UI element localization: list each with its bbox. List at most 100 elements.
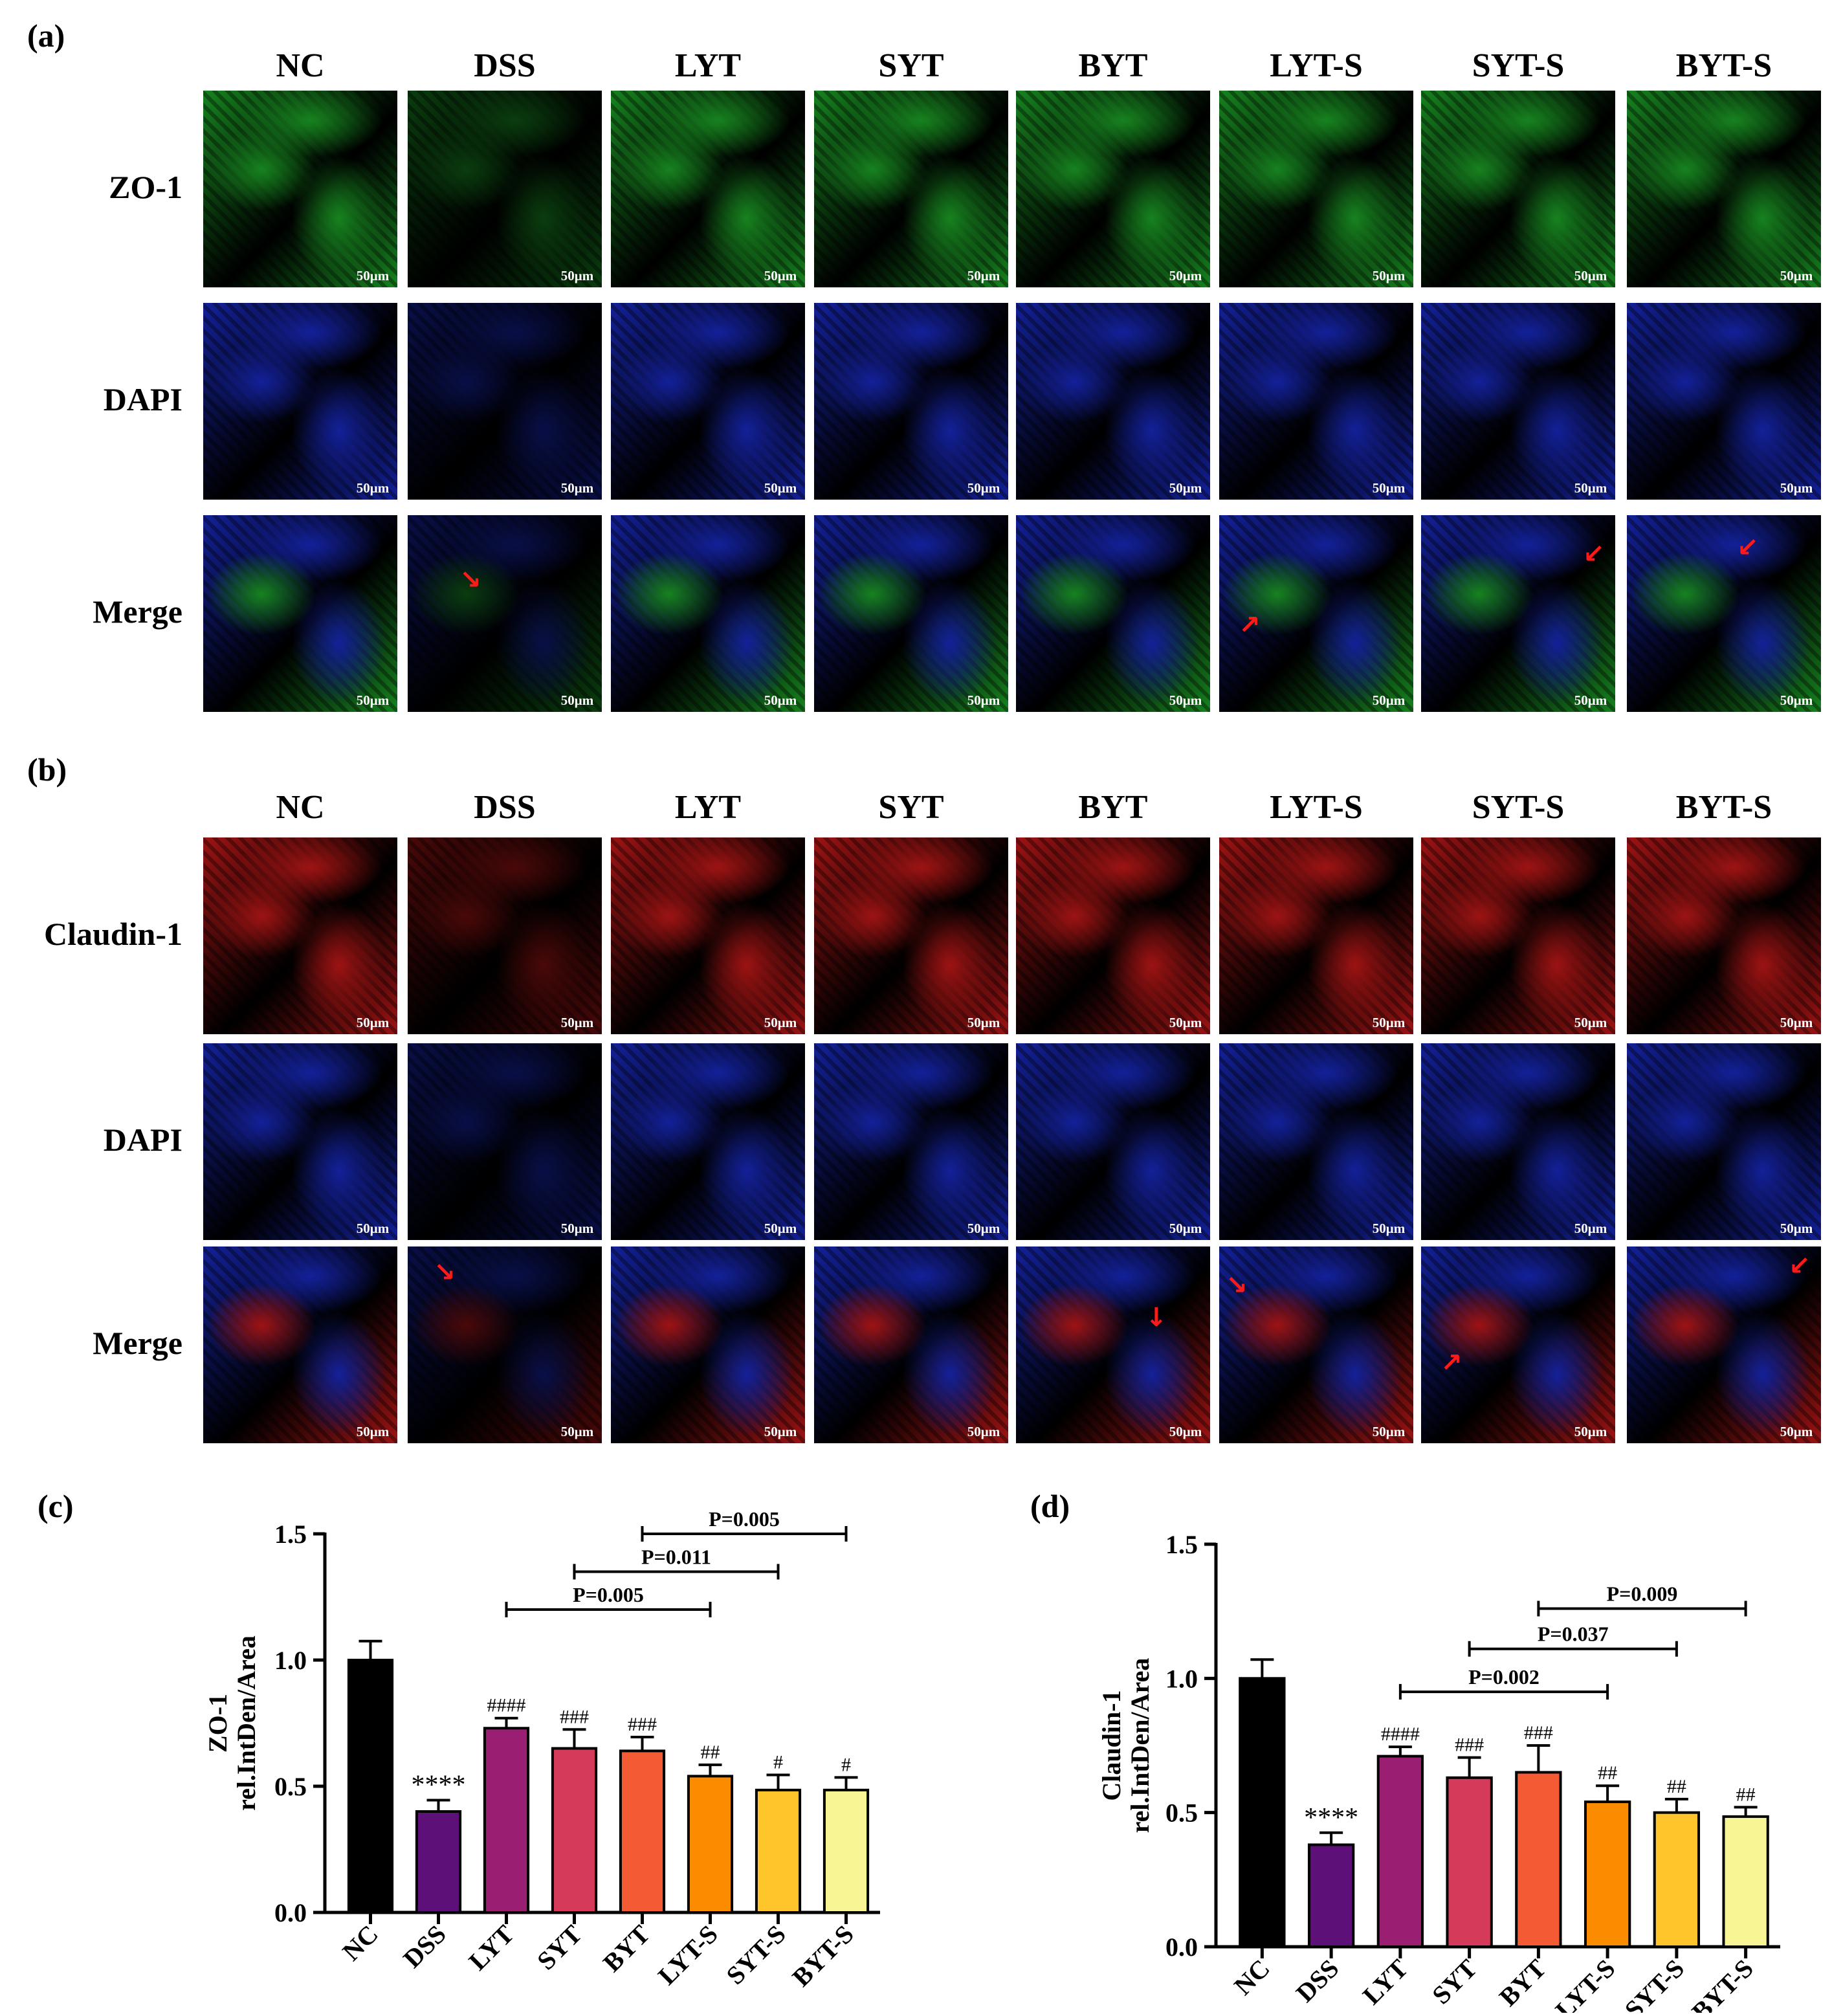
micrograph-texture [203,1246,397,1443]
x-tick-label: SYT-S [720,1920,791,1990]
micrograph-texture [408,1043,602,1240]
x-tick-label: SYT [531,1919,588,1975]
micrograph-dapi-dss: 50μm [408,1043,602,1240]
micrograph-texture [203,515,397,712]
bar-lyt-s [687,1775,734,1914]
bar-syt [1446,1776,1493,1948]
micrograph-merge-byt-s: 50μm [1627,515,1821,712]
scale-bar: 50μm [1574,692,1607,708]
bar-nc [347,1659,394,1914]
micrograph-claudin-1-lyt-s: 50μm [1219,837,1413,1034]
micrograph-merge-byt-s: 50μm [1627,1246,1821,1443]
x-tick-label: DSS [397,1920,452,1974]
x-tick-label: LYT-S [1550,1954,1621,2013]
micrograph-texture [1016,303,1210,500]
x-tick-label: SYT-S [1619,1954,1690,2013]
micrograph-claudin-1-byt: 50μm [1016,837,1210,1034]
micrograph-texture [408,515,602,712]
x-tick-label: BYT-S [786,1920,859,1993]
micrograph-dapi-lyt-s: 50μm [1219,303,1413,500]
micrograph-texture [203,1043,397,1240]
red-arrow-marker: ↘ [459,565,481,595]
micrograph-texture [1627,1043,1821,1240]
micrograph-merge-syt-s: 50μm [1421,1246,1615,1443]
scale-bar: 50μm [967,1424,1000,1439]
micrograph-texture [1421,91,1615,287]
bar-byt [1515,1771,1562,1948]
scale-bar: 50μm [1780,480,1813,496]
micrograph-texture [611,515,805,712]
micrograph-texture [611,1246,805,1443]
micrograph-merge-lyt: 50μm [611,515,805,712]
micrograph-zo-1-lyt-s: 50μm [1219,91,1413,287]
micrograph-dapi-byt: 50μm [1016,1043,1210,1240]
micrograph-texture [408,1246,602,1443]
scale-bar: 50μm [764,1424,797,1439]
micrograph-dapi-nc: 50μm [203,1043,397,1240]
micrograph-texture [611,303,805,500]
panel-b-letter: (b) [27,751,67,788]
micrograph-texture [1421,837,1615,1034]
y-tick-label: 1.5 [1165,1530,1198,1559]
scale-bar: 50μm [1372,1424,1406,1439]
scale-bar: 50μm [1574,1424,1607,1439]
micrograph-dapi-byt-s: 50μm [1627,303,1821,500]
red-arrow-marker: ↙ [1789,1251,1811,1281]
scale-bar: 50μm [764,480,797,496]
significance-label: ### [1455,1734,1484,1756]
micrograph-dapi-byt: 50μm [1016,303,1210,500]
micrograph-texture [1627,1246,1821,1443]
micrograph-texture [1219,515,1413,712]
column-header-syt-s: SYT-S [1472,789,1565,826]
significance-label: ### [628,1714,657,1735]
scale-bar: 50μm [1372,1015,1406,1030]
micrograph-texture [1016,1043,1210,1240]
bar-dss [1307,1843,1355,1949]
row-label-claudin-1: Claudin-1 [44,916,182,952]
micrograph-dapi-byt-s: 50μm [1627,1043,1821,1240]
column-header-lyt: LYT [674,789,742,826]
row-label-merge: Merge [93,1325,182,1361]
significance-label: ### [560,1706,589,1727]
scale-bar: 50μm [1780,1015,1813,1030]
y-axis-label: rel.IntDen/Area [1125,1658,1154,1833]
significance-label: ## [701,1742,720,1763]
micrograph-texture [1016,91,1210,287]
scale-bar: 50μm [356,480,390,496]
red-arrow-marker: ↘ [434,1257,456,1287]
panel-c-letter: (c) [38,1488,74,1524]
micrograph-texture [1627,837,1821,1034]
micrograph-claudin-1-byt-s: 50μm [1627,837,1821,1034]
bar-nc [1239,1677,1286,1948]
x-tick-label: LYT [1357,1953,1414,2010]
scale-bar: 50μm [1169,1015,1202,1030]
p-value-label: P=0.037 [1538,1623,1609,1646]
y-axis-label: Claudin-1 [1097,1690,1126,1800]
claudin1-bar-chart: 0.0 0.5 1.0 1.5 Claudin-1 rel.IntDen/Area NC **… [1097,1530,1780,2013]
y-tick-label: 1.0 [1165,1664,1198,1693]
significance-label: ## [1667,1776,1686,1797]
x-tick-label: SYT [1426,1953,1483,2010]
significance-label: # [841,1754,851,1775]
red-arrow-marker: ↗ [1239,610,1261,640]
micrograph-dapi-syt-s: 50μm [1421,303,1615,500]
significance-label: **** [412,1770,466,1800]
x-tick-label: NC [337,1920,384,1967]
micrograph-texture [203,91,397,287]
p-value-label: P=0.005 [573,1583,644,1606]
bar-byt [619,1749,666,1914]
micrograph-zo-1-lyt: 50μm [611,91,805,287]
micrograph-claudin-1-nc: 50μm [203,837,397,1034]
scale-bar: 50μm [560,480,594,496]
bar-syt-s [1653,1811,1701,1948]
x-tick-label: NC [1228,1954,1275,2001]
scale-bar: 50μm [1780,1221,1813,1236]
micrograph-texture [1627,303,1821,500]
row-label-dapi: DAPI [103,1122,182,1158]
bar-syt-s [755,1788,802,1914]
significance-label: **** [1304,1803,1358,1833]
scale-bar: 50μm [1574,480,1607,496]
bar-lyt [483,1727,530,1914]
scale-bar: 50μm [560,1221,594,1236]
scale-bar: 50μm [356,692,390,708]
